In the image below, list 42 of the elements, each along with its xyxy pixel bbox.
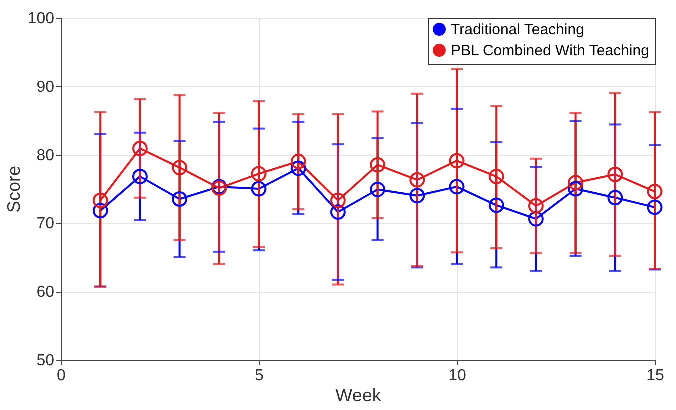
point	[370, 182, 386, 198]
point	[370, 157, 386, 173]
point	[528, 211, 544, 227]
legend-label: PBL Combined With Teaching	[451, 42, 650, 60]
point	[290, 154, 306, 170]
y-tick-label: 70	[36, 216, 55, 233]
point	[290, 160, 306, 176]
point	[647, 184, 663, 200]
point	[251, 181, 267, 197]
y-tick-label: 90	[36, 78, 55, 96]
point	[608, 190, 624, 206]
point	[132, 168, 148, 184]
legend-label: Traditional Teaching	[451, 22, 584, 38]
point	[449, 153, 465, 169]
y-tick-label: 80	[36, 147, 55, 164]
point	[568, 181, 584, 197]
point	[488, 168, 504, 184]
point	[608, 166, 624, 182]
point	[330, 204, 346, 220]
point	[488, 198, 504, 214]
point	[410, 172, 426, 188]
point	[132, 140, 148, 156]
point	[172, 192, 188, 207]
x-tick-label: 5	[255, 368, 264, 384]
y-axis-title: Score	[4, 166, 24, 214]
point	[647, 200, 663, 216]
x-tick-label: 15	[646, 368, 664, 384]
point	[330, 192, 346, 208]
point	[172, 160, 188, 176]
point	[251, 166, 267, 182]
point	[410, 188, 426, 204]
y-tick-label: 50	[36, 352, 55, 370]
point	[92, 203, 108, 219]
x-tick-label: 0	[57, 368, 66, 384]
y-tick-label: 60	[36, 284, 55, 302]
y-tick-label: 100	[28, 10, 55, 28]
point	[449, 179, 465, 195]
point	[568, 175, 584, 191]
x-tick-label: 10	[448, 368, 466, 384]
x-axis-title: Week	[336, 386, 382, 406]
point	[528, 198, 544, 214]
point	[92, 192, 108, 208]
